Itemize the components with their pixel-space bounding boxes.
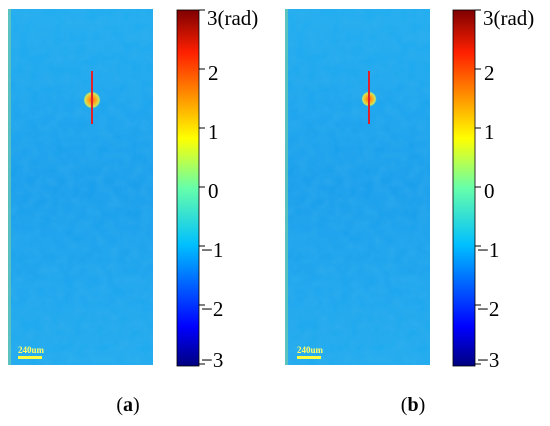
panel-label-b: (b) (400, 394, 426, 416)
colorbar-ticks-b (475, 9, 481, 365)
tick-label-a-3: 0 (208, 179, 219, 203)
colorbar-ticks-a (199, 9, 205, 365)
scale-bar-b (297, 356, 321, 359)
panel-b: 240um 3(rad) 2 1 0 −1 −2 −3 (b) (275, 0, 550, 426)
tick-label-b-0: 3(rad) (483, 6, 534, 30)
panel-a: 240um 3(rad) 2 1 0 −1 −2 −3 (a) (8, 6, 258, 416)
scale-bar-label-b: 240um (297, 345, 324, 355)
tick-label-a-6: −3 (201, 348, 223, 372)
tick-label-b-4: −1 (477, 238, 499, 262)
panel-label-a: (a) (116, 394, 140, 416)
colorbar-a: 3(rad) 2 1 0 −1 −2 −3 (176, 6, 258, 372)
phase-map-a: 240um (8, 9, 153, 365)
tick-label-a-1: 2 (208, 61, 219, 85)
tick-label-b-3: 0 (484, 179, 495, 203)
tick-label-b-5: −2 (477, 297, 499, 321)
scale-bar-a (18, 356, 42, 359)
tick-label-a-2: 1 (208, 120, 219, 144)
scale-bar-label-a: 240um (18, 345, 45, 355)
tick-label-a-4: −1 (201, 238, 223, 262)
tick-label-a-5: −2 (201, 297, 223, 321)
tick-label-b-6: −3 (477, 348, 499, 372)
tick-label-b-2: 1 (484, 120, 495, 144)
tick-label-a-0: 3(rad) (207, 6, 258, 30)
tick-label-b-1: 2 (484, 61, 495, 85)
phase-map-b: 240um (285, 9, 430, 365)
colorbar-b: 3(rad) 2 1 0 −1 −2 −3 (452, 6, 534, 372)
